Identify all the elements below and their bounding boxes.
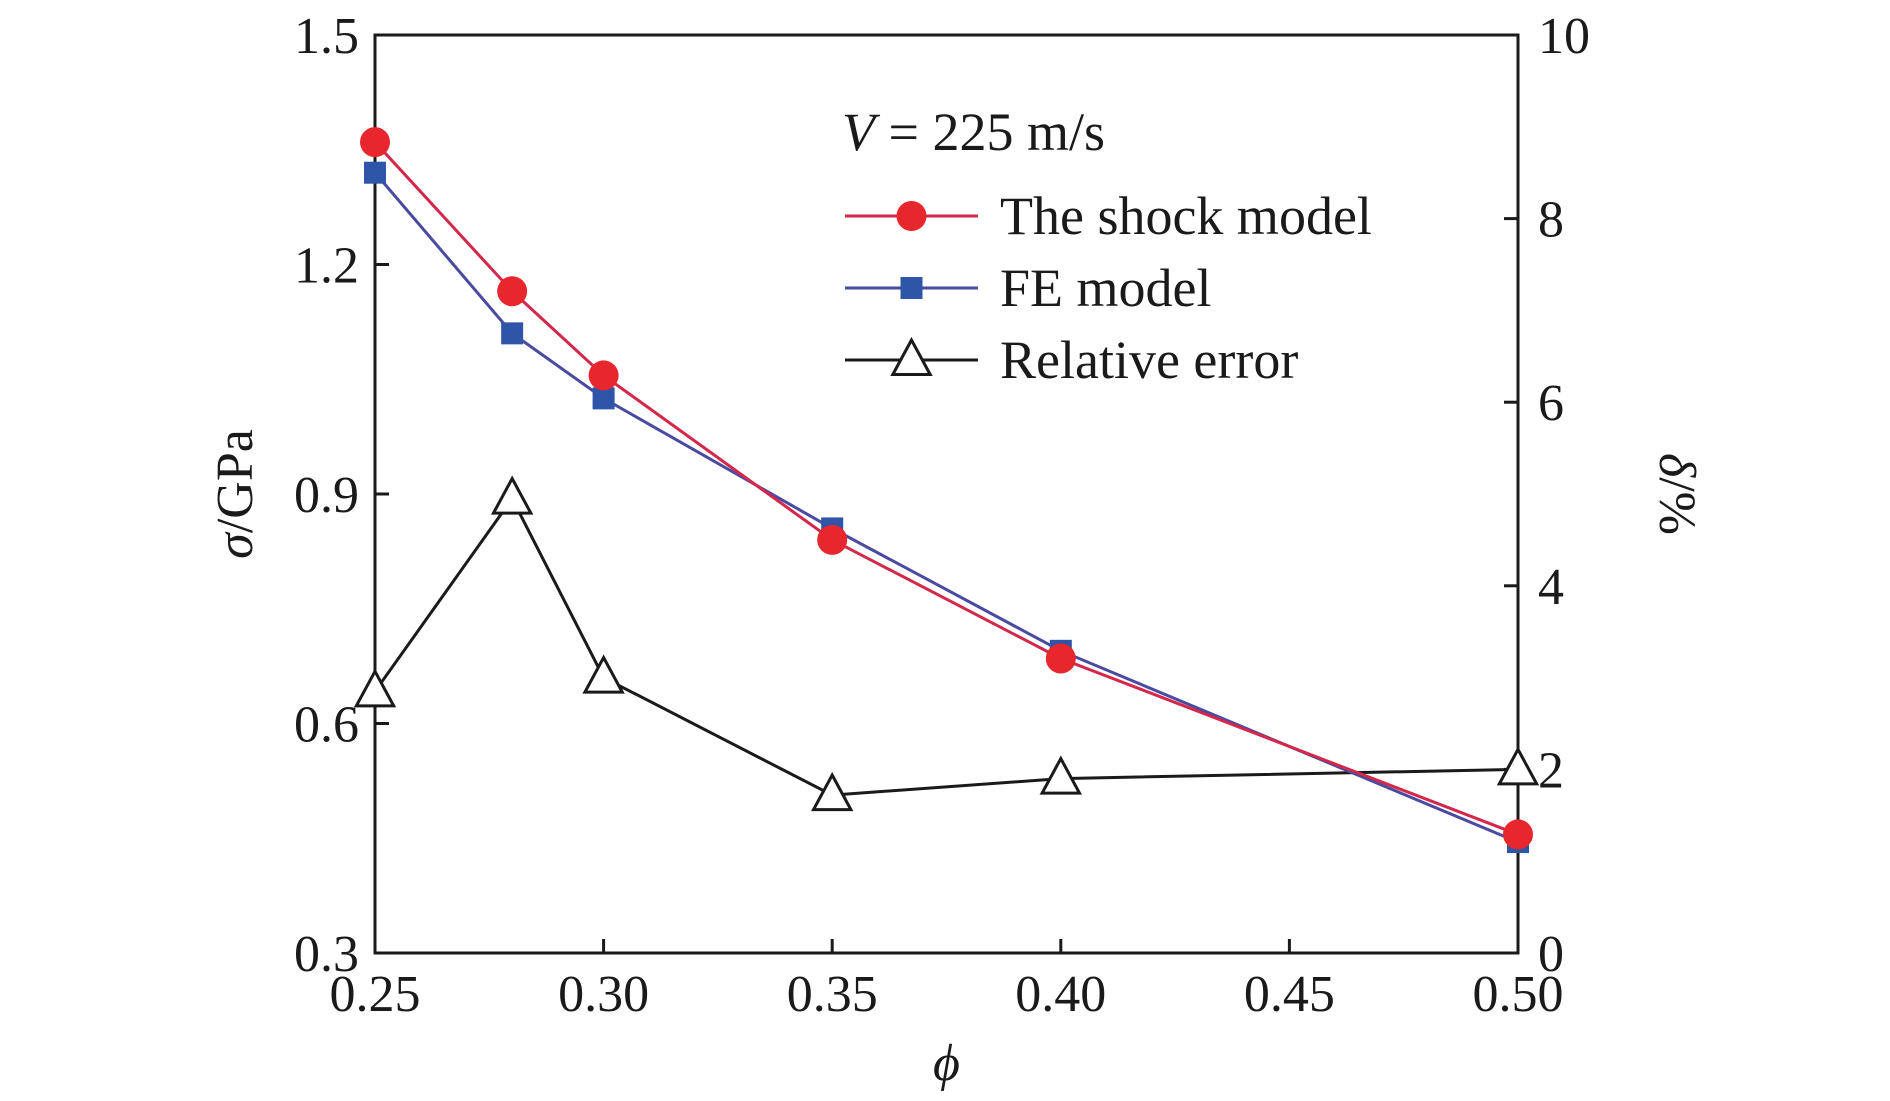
data-point [1045, 643, 1076, 674]
y2-tick-label: 8 [1538, 192, 1564, 249]
x-tick-label: 0.40 [1015, 966, 1106, 1023]
legend-item: The shock model [845, 186, 1372, 246]
data-point [490, 475, 534, 515]
data-point [582, 654, 625, 694]
legend-swatch-marker [890, 336, 933, 377]
legend: The shock model FE model Relative error [845, 186, 1372, 390]
legend-label: Relative error [1000, 330, 1298, 390]
x-axis-title: ϕ [933, 1035, 960, 1092]
legend-item: FE model [845, 258, 1212, 318]
axes: 0.25 0.30 0.35 0.40 0.45 0.50 0.3 0.6 0.9 1.2 1.5… [294, 8, 1590, 1023]
data-point [1503, 819, 1533, 850]
y-tick-label: 1.2 [294, 238, 359, 295]
annotation-variable: V [842, 102, 881, 162]
data-point [1039, 755, 1083, 795]
data-point [501, 322, 524, 345]
y-tick-label: 0.6 [294, 697, 359, 754]
y-axis-unit: /GPa [207, 429, 264, 533]
y-axis-ticks: 0.3 0.6 0.9 1.2 1.5 [294, 8, 389, 983]
series-layer [353, 127, 1540, 854]
y2-axis-unit: /% [1648, 477, 1705, 535]
y2-tick-label: 10 [1538, 8, 1590, 65]
data-point [1496, 746, 1540, 786]
y-axis-symbol: σ [207, 531, 264, 559]
velocity-annotation: V = 225 m/s [842, 102, 1105, 162]
y2-axis-title: δ/% [1648, 453, 1705, 535]
series-fe-model [364, 161, 1529, 854]
data-point [360, 127, 390, 158]
data-point [588, 360, 619, 391]
plot-frame [373, 33, 1520, 955]
y2-axis-ticks: 0 2 4 6 8 10 [1504, 8, 1590, 983]
data-point [353, 668, 397, 708]
y2-axis-symbol: δ [1648, 453, 1705, 478]
data-point [817, 524, 848, 555]
x-tick-label: 0.50 [1473, 966, 1564, 1023]
y-axis-title: σ/GPa [207, 429, 264, 559]
data-point [497, 276, 528, 307]
legend-swatch-marker [896, 201, 927, 231]
series-line [373, 171, 1519, 844]
data-point [364, 161, 386, 184]
series-line [373, 495, 1519, 797]
legend-item: Relative error [845, 330, 1298, 390]
series-relative-error [353, 475, 1540, 812]
x-tick-label: 0.25 [330, 966, 421, 1023]
y-tick-label: 0.9 [294, 467, 359, 524]
series-line [373, 141, 1519, 836]
y-tick-label: 1.5 [294, 8, 359, 65]
legend-label: The shock model [1000, 186, 1372, 246]
x-axis-ticks: 0.25 0.30 0.35 0.40 0.45 0.50 [330, 939, 1564, 1023]
y2-tick-label: 2 [1538, 742, 1564, 799]
legend-label: FE model [1000, 258, 1212, 318]
x-tick-label: 0.30 [558, 966, 649, 1023]
y2-tick-label: 4 [1538, 559, 1564, 616]
data-point [592, 387, 615, 410]
y2-tick-label: 0 [1538, 926, 1564, 983]
x-tick-label: 0.45 [1244, 966, 1335, 1023]
x-tick-label: 0.35 [787, 966, 878, 1023]
annotation-value: = 225 m/s [875, 102, 1105, 162]
y2-tick-label: 6 [1538, 375, 1564, 432]
data-point [810, 771, 854, 812]
y-tick-label: 0.3 [294, 926, 359, 983]
series-the-shock-model [360, 127, 1533, 850]
legend-swatch-marker [900, 277, 923, 299]
